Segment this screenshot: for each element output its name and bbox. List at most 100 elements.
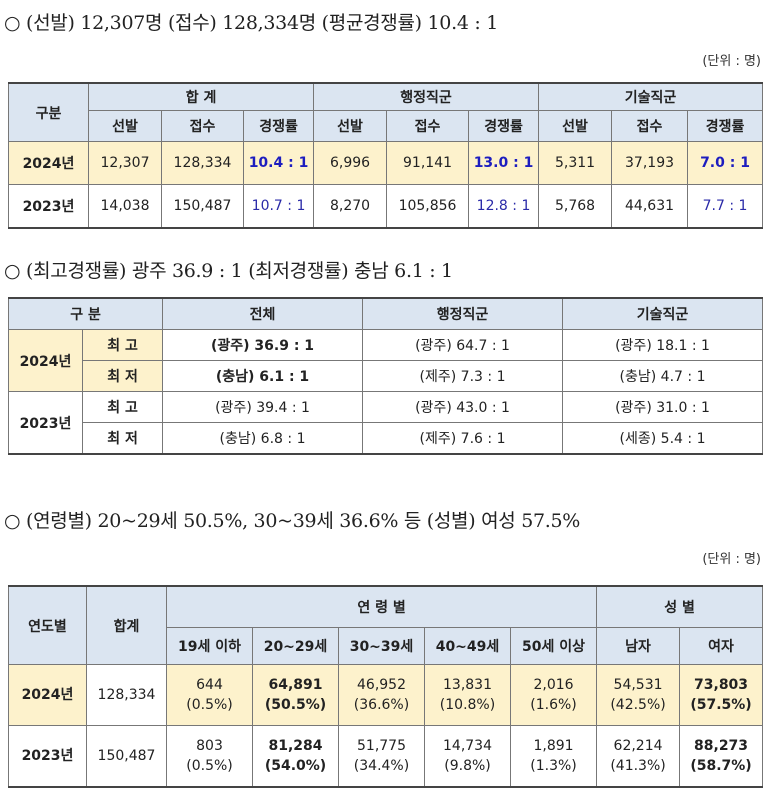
- section3-unit: (단위 : 명): [702, 552, 761, 567]
- label-cell: 최 고: [81, 329, 164, 361]
- header-gubun: 구분: [8, 82, 89, 142]
- header-age: 40~49세: [424, 627, 511, 665]
- year-cell: 2023년: [8, 391, 83, 455]
- data-cell: 14,038: [88, 184, 162, 229]
- data-cell: (광주) 31.0 : 1: [562, 391, 764, 423]
- header-age: 20~29세: [252, 627, 339, 665]
- header-col: 접수: [386, 110, 470, 142]
- header-year: 연도별: [8, 585, 87, 665]
- header-col: 경쟁률: [242, 110, 315, 142]
- data-cell: 44,631: [611, 184, 689, 229]
- data-cell: 803 (0.5%): [166, 725, 253, 788]
- data-cell: 54,531 (42.5%): [596, 664, 681, 726]
- data-cell: 150,487: [161, 184, 244, 229]
- year-cell: 2023년: [8, 725, 87, 788]
- data-cell: (광주) 36.9 : 1: [162, 329, 364, 361]
- data-cell: (광주) 43.0 : 1: [362, 391, 564, 423]
- data-cell: 73,803 (57.5%): [679, 664, 764, 726]
- header-col: 접수: [611, 110, 689, 142]
- header-age: 19세 이하: [166, 627, 253, 665]
- table-row: 2024년 최 고 (광주) 36.9 : 1 (광주) 64.7 : 1 (광…: [8, 329, 764, 392]
- table-row: 2023년 150,487 803 (0.5%) 81,284 (54.0%) 51…: [8, 725, 764, 788]
- header-sex: 남자: [596, 627, 681, 665]
- data-cell: 51,775 (34.4%): [338, 725, 425, 788]
- data-cell: (제주) 7.6 : 1: [362, 422, 564, 455]
- header-age: 30~39세: [338, 627, 425, 665]
- data-cell: 62,214 (41.3%): [596, 725, 681, 788]
- ratio-cell: 12.8 : 1: [468, 184, 540, 229]
- data-cell: 5,768: [538, 184, 613, 229]
- table-row: 2024년 12,307 128,334 10.4 : 1 6,996 91,1…: [8, 141, 764, 185]
- data-cell: (충남) 6.1 : 1: [162, 360, 364, 392]
- data-cell: (세종) 5.4 : 1: [562, 422, 764, 455]
- header-sex-group: 성 별: [596, 585, 764, 628]
- header-admin: 행정직군: [313, 82, 540, 111]
- data-cell: 644 (0.5%): [166, 664, 253, 726]
- data-cell: 6,996: [313, 141, 388, 185]
- table-row: 최 저 (충남) 6.8 : 1 (제주) 7.6 : 1 (세종) 5.4 :…: [9, 422, 764, 455]
- header-col: 선발: [538, 110, 613, 142]
- data-cell: (광주) 18.1 : 1: [562, 329, 764, 361]
- table-row: 2024년 128,334 644 (0.5%) 64,891 (50.5%) 46…: [8, 664, 764, 726]
- header-all: 전체: [162, 297, 364, 330]
- ratio-cell: 13.0 : 1: [468, 141, 540, 185]
- header-gubun: 구 분: [7, 297, 164, 330]
- year-cell: 2024년: [8, 664, 87, 726]
- ratio-cell: 10.4 : 1: [242, 141, 315, 185]
- header-admin: 행정직군: [362, 297, 564, 330]
- data-cell: 105,856: [386, 184, 470, 229]
- competition-summary-table: 구분 합 계 행정직군 기술직군 선발 접수 경쟁률 선발 접수 경쟁률 선발 …: [8, 82, 764, 229]
- header-col: 경쟁률: [687, 110, 764, 142]
- data-cell: (제주) 7.3 : 1: [362, 360, 564, 392]
- data-cell: 81,284 (54.0%): [252, 725, 339, 788]
- header-col: 경쟁률: [468, 110, 540, 142]
- data-cell: 12,307: [88, 141, 162, 185]
- table-row: 최 저 (충남) 6.1 : 1 (제주) 7.3 : 1 (충남) 4.7 :…: [9, 360, 764, 392]
- label-cell: 최 저: [81, 360, 164, 392]
- data-cell: 1,891 (1.3%): [509, 725, 598, 788]
- age-sex-table: 연도별 합계 연 령 별 성 별 19세 이하 20~29세 30~39세 40…: [8, 585, 764, 788]
- section1-unit: (단위 : 명): [702, 54, 761, 69]
- data-cell: (광주) 64.7 : 1: [362, 329, 564, 361]
- data-cell: 64,891 (50.5%): [252, 664, 339, 726]
- header-age: 50세 이상: [509, 627, 598, 665]
- header-sex: 여자: [679, 627, 764, 665]
- section3-heading: ○ (연령별) 20~29세 50.5%, 30~39세 36.6% 등 (성별…: [4, 510, 581, 532]
- header-col: 접수: [161, 110, 244, 142]
- data-cell: 88,273 (58.7%): [679, 725, 764, 788]
- header-total: 합계: [86, 585, 167, 665]
- header-tech: 기술직군: [538, 82, 764, 111]
- total-cell: 150,487: [86, 725, 167, 788]
- table-row: 2023년 최 고 (광주) 39.4 : 1 (광주) 43.0 : 1 (광…: [8, 391, 764, 455]
- data-cell: 128,334: [161, 141, 244, 185]
- section1-heading: ○ (선발) 12,307명 (접수) 128,334명 (평균경쟁률) 10.…: [4, 12, 498, 34]
- year-cell: 2023년: [8, 184, 89, 229]
- data-cell: 2,016 (1.6%): [509, 664, 598, 726]
- header-total: 합 계: [87, 82, 315, 111]
- data-cell: 8,270: [313, 184, 388, 229]
- table-row: 2023년 14,038 150,487 10.7 : 1 8,270 105,…: [8, 184, 764, 229]
- section2-heading: ○ (최고경쟁률) 광주 36.9 : 1 (최저경쟁률) 충남 6.1 : 1: [4, 260, 453, 282]
- data-cell: 37,193: [611, 141, 689, 185]
- data-cell: (충남) 6.8 : 1: [162, 422, 364, 455]
- year-cell: 2024년: [8, 141, 89, 185]
- data-cell: 5,311: [538, 141, 613, 185]
- data-cell: 13,831 (10.8%): [424, 664, 511, 726]
- label-cell: 최 저: [81, 422, 164, 455]
- header-col: 선발: [88, 110, 162, 142]
- year-cell: 2024년: [8, 329, 83, 392]
- max-min-ratio-table: 구 분 전체 행정직군 기술직군 2024년 최 고 (광주) 36.9 : 1…: [7, 297, 764, 455]
- header-col: 선발: [313, 110, 388, 142]
- data-cell: 14,734 (9.8%): [424, 725, 511, 788]
- data-cell: (광주) 39.4 : 1: [162, 391, 364, 423]
- header-tech: 기술직군: [562, 297, 764, 330]
- total-cell: 128,334: [86, 664, 167, 726]
- data-cell: 91,141: [386, 141, 470, 185]
- ratio-cell: 10.7 : 1: [242, 184, 315, 229]
- ratio-cell: 7.0 : 1: [687, 141, 764, 185]
- label-cell: 최 고: [81, 391, 164, 423]
- data-cell: (충남) 4.7 : 1: [562, 360, 764, 392]
- header-age-group: 연 령 별: [165, 585, 598, 628]
- data-cell: 46,952 (36.6%): [338, 664, 425, 726]
- ratio-cell: 7.7 : 1: [687, 184, 764, 229]
